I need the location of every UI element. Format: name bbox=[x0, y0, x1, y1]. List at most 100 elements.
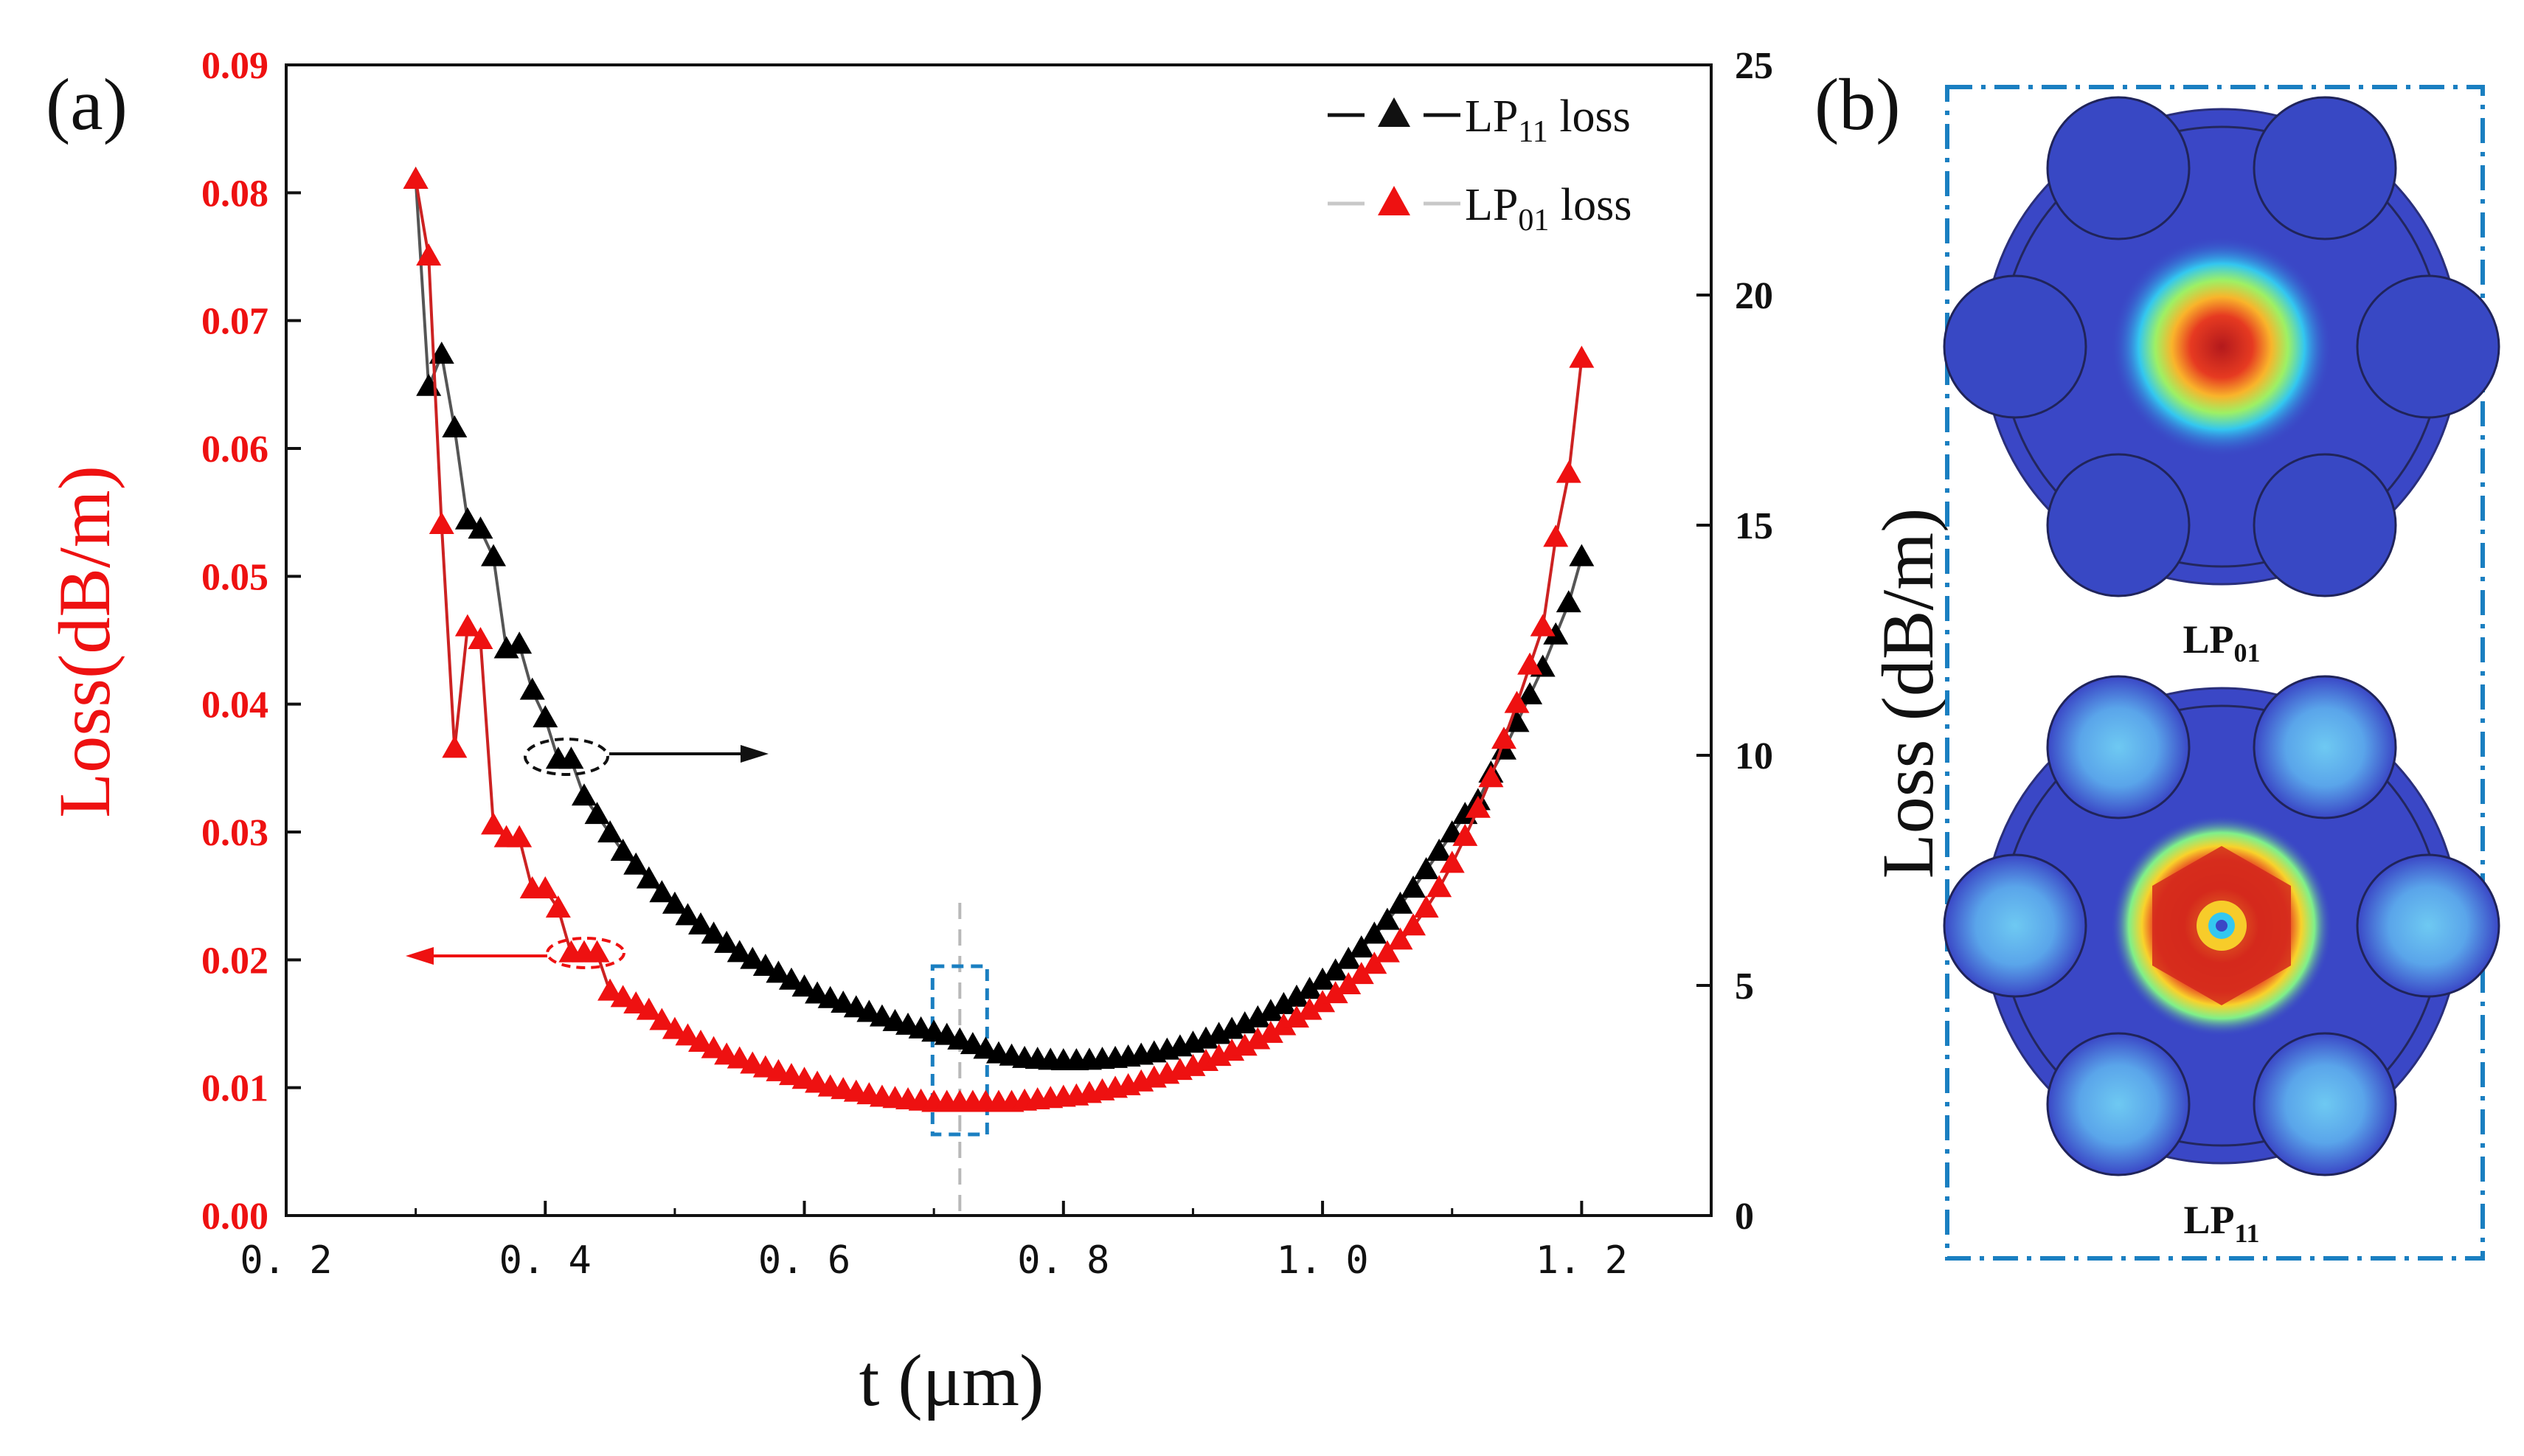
data-point bbox=[714, 930, 740, 953]
data-point bbox=[1232, 1011, 1258, 1034]
data-point bbox=[507, 631, 533, 654]
plot-area bbox=[285, 63, 1713, 1217]
data-point bbox=[688, 912, 714, 935]
data-point bbox=[1401, 913, 1426, 936]
data-point bbox=[442, 735, 468, 758]
cladding-tubes bbox=[1943, 675, 2500, 1176]
data-point bbox=[778, 967, 804, 990]
data-point bbox=[1569, 345, 1595, 368]
data-point bbox=[1401, 875, 1426, 898]
data-point bbox=[1310, 990, 1336, 1013]
data-point bbox=[610, 839, 636, 862]
right-y-tick-label: 10 bbox=[1735, 735, 1773, 777]
data-point bbox=[519, 677, 545, 700]
annotation-lp01-axis bbox=[406, 937, 625, 969]
data-point bbox=[1543, 524, 1569, 547]
panel-a-label: (a) bbox=[46, 63, 128, 145]
data-point bbox=[610, 985, 636, 1008]
x-tick-label: 0. 4 bbox=[499, 1238, 592, 1283]
svg-text:LP11: LP11 bbox=[2183, 1198, 2259, 1248]
right-y-tick-label: 25 bbox=[1735, 45, 1773, 87]
data-point bbox=[636, 866, 662, 889]
data-point bbox=[649, 1008, 675, 1030]
data-point bbox=[403, 167, 429, 189]
data-point bbox=[454, 614, 480, 637]
core-mode-lp01 bbox=[2111, 236, 2332, 457]
data-point bbox=[675, 903, 701, 926]
data-point bbox=[1543, 622, 1569, 645]
data-point bbox=[1283, 984, 1309, 1007]
data-point bbox=[454, 507, 480, 530]
left-y-tick-labels: 0.00 0.01 0.02 0.03 0.04 0.05 0.06 0.07 0.08 0.09 bbox=[201, 45, 268, 1238]
data-point bbox=[688, 1030, 714, 1052]
mode-label-lp11-main: LP bbox=[2183, 1198, 2234, 1242]
data-point bbox=[1362, 921, 1387, 944]
series-lp01 bbox=[403, 167, 1595, 1112]
data-point bbox=[1426, 875, 1452, 898]
data-point bbox=[1283, 1005, 1309, 1028]
data-point bbox=[533, 876, 558, 898]
data-point bbox=[1258, 999, 1283, 1022]
data-point bbox=[1556, 460, 1581, 483]
data-point bbox=[468, 516, 493, 539]
x-tick-label: 0. 8 bbox=[1017, 1238, 1109, 1283]
mode-panel-frame bbox=[1945, 85, 2485, 1261]
mode-label-lp11-sub: 11 bbox=[2235, 1218, 2260, 1248]
axis-ticks bbox=[285, 63, 1713, 1217]
data-point bbox=[740, 946, 766, 969]
data-point bbox=[597, 820, 623, 843]
data-point bbox=[1258, 1020, 1283, 1043]
left-y-tick-label: 0.05 bbox=[201, 556, 268, 598]
legend-lp11-tail: loss bbox=[1548, 91, 1631, 142]
data-point bbox=[507, 825, 533, 847]
data-point bbox=[1452, 802, 1478, 825]
data-point bbox=[766, 960, 791, 983]
legend-lp01-tail: loss bbox=[1549, 180, 1632, 230]
data-point bbox=[1517, 682, 1543, 704]
legend-lp01-sub: 01 bbox=[1518, 204, 1549, 238]
data-point bbox=[1362, 951, 1387, 974]
data-point bbox=[1556, 590, 1581, 613]
data-point bbox=[1336, 972, 1362, 994]
data-point bbox=[1232, 1033, 1258, 1056]
svg-text:LP01 loss: LP01 loss bbox=[1465, 180, 1632, 238]
arrowhead-right-icon bbox=[741, 745, 769, 763]
left-y-tick-label: 0.09 bbox=[201, 45, 268, 87]
data-point bbox=[1387, 927, 1413, 950]
data-point bbox=[468, 627, 493, 649]
x-tick-label: 0. 2 bbox=[240, 1238, 332, 1283]
data-point bbox=[1322, 958, 1348, 981]
data-point bbox=[1491, 727, 1516, 749]
svg-text:LP11 loss: LP11 loss bbox=[1465, 91, 1631, 149]
mode-field-lp11 bbox=[1943, 675, 2500, 1176]
data-point bbox=[1245, 1005, 1271, 1027]
right-y-axis-title: Loss (dB/m) bbox=[1867, 508, 1949, 879]
left-y-axis-title: Loss(dB/m) bbox=[44, 465, 125, 818]
data-point bbox=[727, 940, 752, 963]
x-axis-title: t (μm) bbox=[859, 1339, 1044, 1421]
mode-field-lp01 bbox=[1943, 96, 2500, 597]
data-point bbox=[442, 415, 468, 437]
x-tick-label: 0. 6 bbox=[758, 1238, 850, 1283]
left-y-tick-label: 0.03 bbox=[201, 812, 268, 854]
data-point bbox=[1348, 962, 1374, 985]
data-point bbox=[1245, 1027, 1271, 1050]
data-point bbox=[1530, 614, 1556, 637]
data-point bbox=[636, 997, 662, 1020]
arrowhead-left-icon bbox=[406, 947, 434, 965]
left-y-tick-label: 0.06 bbox=[201, 429, 268, 471]
annotation-ellipse-red bbox=[546, 937, 625, 969]
data-point bbox=[662, 891, 687, 914]
data-point bbox=[481, 812, 507, 835]
data-point bbox=[1569, 544, 1595, 566]
data-point bbox=[662, 1016, 687, 1039]
data-point bbox=[571, 783, 597, 806]
legend-lp11-sub: 11 bbox=[1518, 115, 1547, 149]
left-y-tick-label: 0.00 bbox=[201, 1196, 268, 1238]
data-point bbox=[791, 974, 817, 997]
data-point bbox=[416, 243, 442, 266]
data-point bbox=[545, 895, 571, 918]
data-point bbox=[675, 1023, 701, 1046]
data-point bbox=[1387, 891, 1413, 914]
data-point bbox=[1374, 940, 1400, 963]
